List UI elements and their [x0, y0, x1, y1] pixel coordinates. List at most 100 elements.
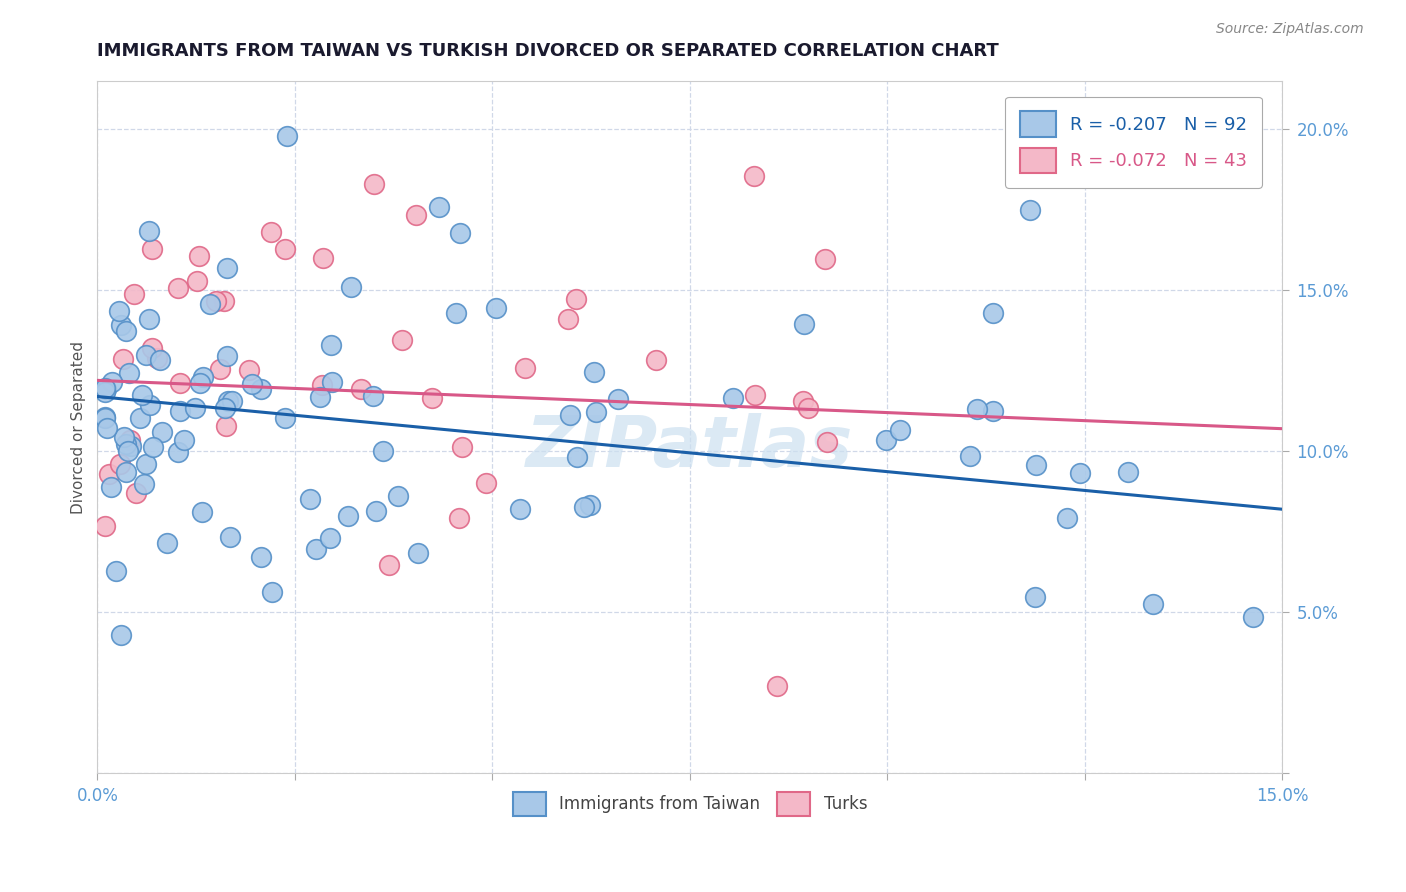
Point: [721, 391, 744, 405]
Point: [387, 489, 409, 503]
Point: [311, 377, 333, 392]
Point: [515, 361, 537, 376]
Point: [1056, 510, 1078, 524]
Point: [135, 458, 157, 472]
Point: [150, 425, 173, 440]
Point: [350, 382, 373, 396]
Point: [298, 491, 321, 506]
Point: [966, 402, 988, 417]
Point: [173, 433, 195, 447]
Point: [340, 280, 363, 294]
Point: [815, 435, 838, 450]
Point: [606, 392, 628, 406]
Point: [145, 351, 167, 365]
Point: [131, 387, 153, 401]
Point: [765, 680, 787, 694]
Point: [485, 301, 508, 315]
Point: [796, 401, 818, 415]
Point: [814, 252, 837, 267]
Point: [274, 242, 297, 256]
Point: [319, 338, 342, 352]
Point: [558, 408, 581, 422]
Point: [391, 333, 413, 347]
Point: [1142, 597, 1164, 611]
Text: ZIPatlas: ZIPatlas: [526, 413, 853, 483]
Point: [112, 351, 135, 366]
Point: [110, 457, 132, 471]
Point: [585, 404, 607, 418]
Point: [449, 511, 471, 525]
Point: [215, 349, 238, 363]
Point: [100, 480, 122, 494]
Point: [101, 375, 124, 389]
Point: [120, 440, 142, 454]
Point: [260, 225, 283, 239]
Point: [125, 486, 148, 500]
Point: [312, 251, 335, 265]
Legend: Immigrants from Taiwan, Turks: Immigrants from Taiwan, Turks: [505, 784, 876, 824]
Text: Source: ZipAtlas.com: Source: ZipAtlas.com: [1216, 22, 1364, 37]
Point: [129, 410, 152, 425]
Point: [565, 292, 588, 306]
Point: [217, 260, 239, 275]
Point: [141, 341, 163, 355]
Point: [94, 381, 117, 395]
Point: [875, 433, 897, 447]
Point: [373, 443, 395, 458]
Point: [188, 376, 211, 390]
Point: [138, 224, 160, 238]
Point: [94, 384, 117, 399]
Point: [446, 306, 468, 320]
Point: [94, 410, 117, 425]
Point: [156, 536, 179, 550]
Point: [238, 362, 260, 376]
Point: [273, 410, 295, 425]
Point: [378, 558, 401, 573]
Point: [889, 423, 911, 437]
Point: [1069, 466, 1091, 480]
Point: [276, 128, 298, 143]
Point: [981, 306, 1004, 320]
Point: [198, 297, 221, 311]
Point: [1241, 610, 1264, 624]
Point: [217, 393, 239, 408]
Point: [214, 401, 236, 416]
Point: [321, 376, 343, 390]
Point: [135, 348, 157, 362]
Point: [104, 565, 127, 579]
Point: [110, 318, 132, 332]
Point: [118, 366, 141, 380]
Point: [793, 317, 815, 331]
Point: [449, 227, 471, 241]
Point: [115, 465, 138, 479]
Point: [166, 445, 188, 459]
Point: [583, 365, 606, 379]
Point: [141, 242, 163, 256]
Point: [94, 518, 117, 533]
Point: [250, 549, 273, 564]
Point: [579, 498, 602, 512]
Point: [319, 531, 342, 545]
Point: [142, 440, 165, 454]
Point: [134, 476, 156, 491]
Point: [337, 509, 360, 524]
Point: [959, 449, 981, 463]
Point: [138, 311, 160, 326]
Point: [742, 169, 765, 184]
Point: [565, 450, 588, 464]
Point: [366, 504, 388, 518]
Point: [186, 274, 208, 288]
Point: [139, 398, 162, 412]
Point: [1018, 202, 1040, 217]
Y-axis label: Divorced or Separated: Divorced or Separated: [72, 341, 86, 514]
Point: [115, 437, 138, 451]
Point: [214, 294, 236, 309]
Point: [214, 418, 236, 433]
Point: [191, 370, 214, 384]
Point: [94, 383, 117, 397]
Point: [149, 352, 172, 367]
Point: [509, 502, 531, 516]
Point: [361, 389, 384, 403]
Point: [557, 312, 579, 326]
Point: [94, 411, 117, 425]
